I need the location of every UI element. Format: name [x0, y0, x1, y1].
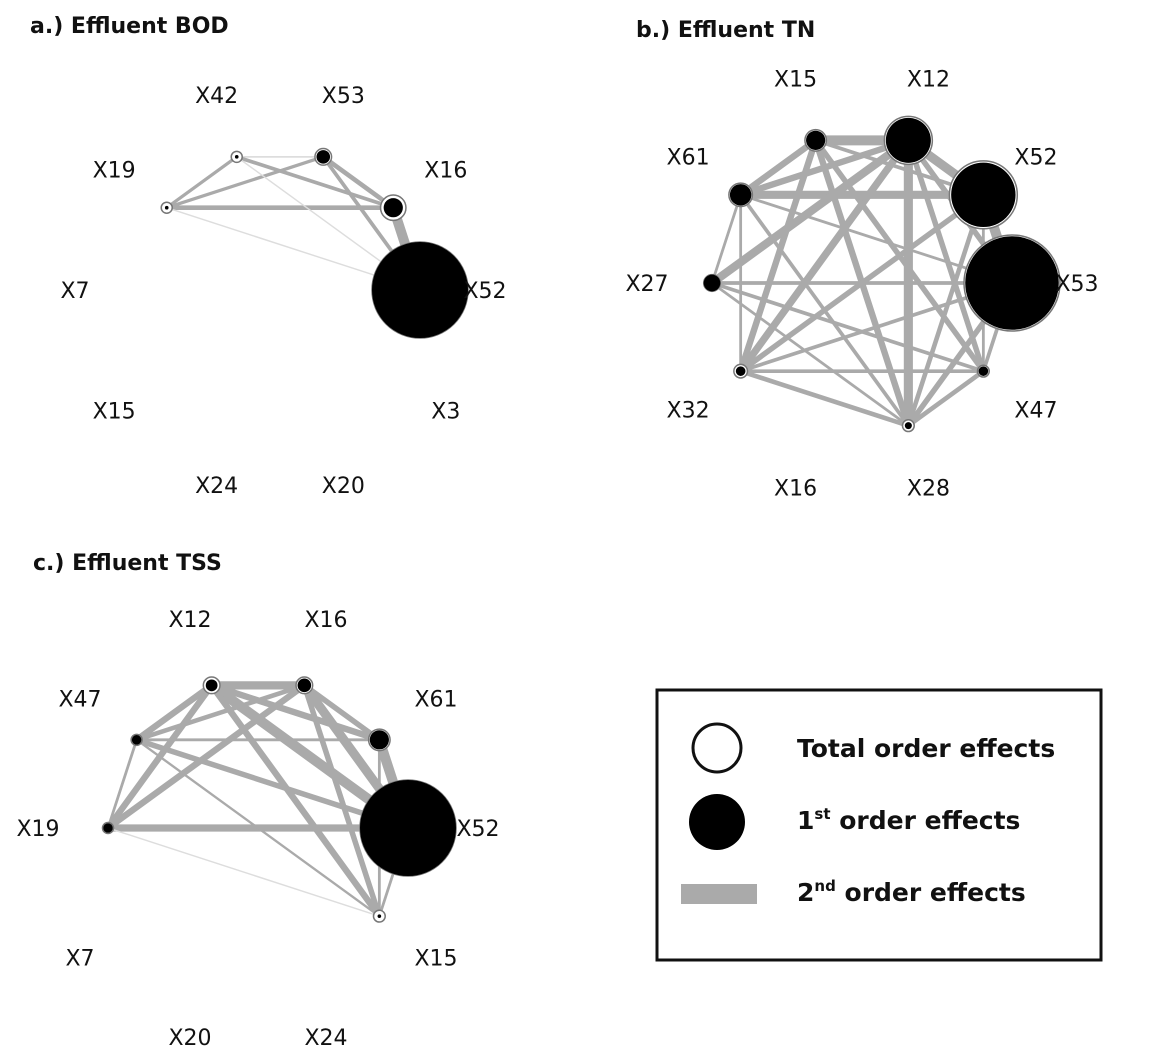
- edge-X42-X16: [234, 155, 396, 210]
- node-first-X12: [885, 117, 931, 163]
- edge-X53-X16: [320, 154, 396, 211]
- node-first-X27: [703, 274, 721, 292]
- edge-X19-X16: [104, 682, 308, 832]
- legend-total-symbol: [691, 722, 743, 774]
- node-first-X32: [735, 366, 746, 376]
- edge-X28-X47: [906, 368, 986, 428]
- edge-X27-X47: [710, 281, 986, 374]
- node-first-X42: [234, 155, 239, 159]
- node-label-X27: X27: [625, 272, 668, 297]
- node-first-X47: [978, 366, 989, 376]
- edge-X19-X15: [107, 827, 381, 917]
- node-label-X20: X20: [168, 1026, 211, 1046]
- node-first-X53: [965, 236, 1059, 330]
- node-first-X16: [383, 198, 403, 218]
- edge-X32-X52: [737, 192, 987, 374]
- edge-X12-X61: [208, 682, 383, 744]
- node-label-X19: X19: [93, 159, 136, 184]
- node-label-X15: X15: [774, 68, 817, 93]
- panel-a-network: X42 X53 X16 X52 X3 X20 X24 X15 X7 X19: [60, 84, 506, 499]
- edge-X19-X47: [106, 738, 139, 830]
- edge-X12-X32: [736, 136, 913, 375]
- node-first-X28: [904, 422, 912, 430]
- edge-X16-X15: [301, 682, 383, 919]
- edge-X61-X27: [710, 193, 743, 285]
- node-label-X53: X53: [1055, 272, 1098, 297]
- node-first-X61: [729, 184, 752, 206]
- node-first-X52: [951, 162, 1016, 228]
- node-label-X19: X19: [16, 817, 59, 842]
- edge-X28-X52: [906, 192, 986, 428]
- node-first-X15: [806, 130, 826, 150]
- node-label-X24: X24: [304, 1026, 347, 1046]
- node-label-X16: X16: [424, 159, 467, 184]
- node-label-X32: X32: [667, 398, 710, 423]
- panel-b-network: X15 X12 X52 X53 X47 X28 X16 X32 X27 X61: [625, 68, 1098, 502]
- node-label-X7: X7: [60, 279, 89, 304]
- panel-c-title: c.) Effluent TSS: [33, 551, 222, 576]
- edge-X15-X32: [737, 137, 819, 375]
- legend-second-label: 2nd order effects: [797, 877, 1026, 907]
- edge-X47-X15: [135, 738, 381, 918]
- node-first-X61: [369, 730, 389, 750]
- node-first-X52: [360, 780, 456, 876]
- edge-X27-X28: [710, 281, 910, 428]
- panel-c-network: X12 X16 X61 X52 X15 X24 X20 X7 X19 X47: [16, 608, 499, 1046]
- node-first-X15: [377, 914, 382, 918]
- node-label-X24: X24: [195, 474, 238, 499]
- node-first-X53: [316, 150, 331, 164]
- node-first-X19: [164, 205, 169, 210]
- edge-X12-X15: [208, 682, 383, 920]
- edge-X32-X28: [738, 368, 911, 428]
- legend: Total order effects 1st order effects 2n…: [655, 688, 1103, 962]
- node-label-X3: X3: [431, 399, 460, 424]
- node-label-X20: X20: [322, 474, 365, 499]
- node-label-X16: X16: [304, 608, 347, 633]
- edge-X12-X27: [707, 136, 913, 288]
- node-label-X52: X52: [1014, 146, 1057, 171]
- node-label-X53: X53: [322, 84, 365, 109]
- edge-X47-X16: [134, 683, 307, 743]
- node-first-X47: [131, 735, 142, 745]
- node-first-X19: [103, 823, 113, 833]
- legend-first-label: 1st order effects: [797, 805, 1020, 835]
- node-label-X16: X16: [774, 476, 817, 501]
- legend-total-label: Total order effects: [797, 734, 1055, 763]
- node-label-X61: X61: [667, 146, 710, 171]
- edge-X19-X42: [165, 155, 239, 210]
- legend-first-symbol: [689, 794, 745, 850]
- edge-X12-X47: [905, 137, 987, 374]
- legend-second-symbol: [681, 884, 757, 904]
- node-label-X28: X28: [907, 476, 950, 501]
- node-label-X12: X12: [907, 68, 950, 93]
- node-label-X42: X42: [195, 84, 238, 109]
- node-first-X52: [372, 242, 468, 338]
- edge-X61-X15: [737, 137, 819, 199]
- edge-X19-X53: [165, 155, 325, 210]
- node-first-X16: [297, 678, 312, 693]
- node-label-X15: X15: [93, 399, 136, 424]
- node-label-X12: X12: [168, 608, 211, 633]
- node-label-X61: X61: [414, 688, 457, 713]
- node-label-X47: X47: [1014, 398, 1057, 423]
- edge-X16-X61: [301, 682, 383, 743]
- node-label-X52: X52: [456, 817, 499, 842]
- node-label-X7: X7: [65, 946, 94, 971]
- node-first-X12: [205, 679, 218, 692]
- node-label-X15: X15: [414, 946, 457, 971]
- panel-b-title: b.) Effluent TN: [636, 18, 815, 43]
- panel-a-title: a.) Effluent BOD: [30, 14, 229, 39]
- node-label-X47: X47: [58, 688, 101, 713]
- node-label-X52: X52: [463, 279, 506, 304]
- edge-X47-X12: [133, 682, 215, 744]
